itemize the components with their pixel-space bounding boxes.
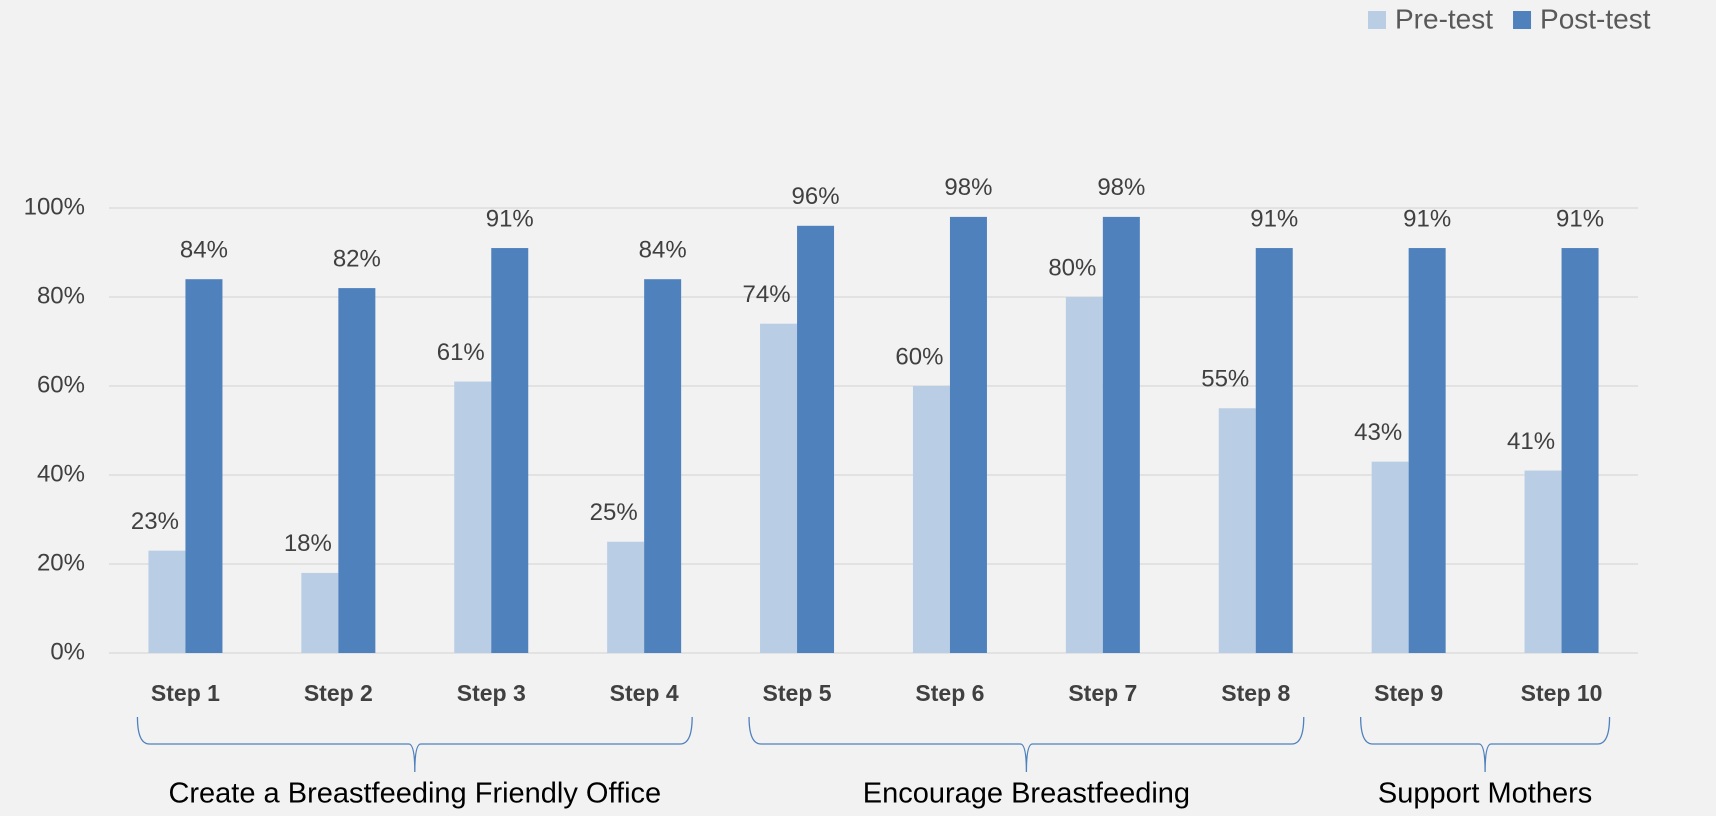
bar — [1371, 461, 1409, 653]
data-label: 61% — [437, 339, 485, 366]
data-label: 55% — [1201, 366, 1249, 393]
group-label: Support Mothers — [1378, 778, 1592, 810]
bar — [1065, 297, 1103, 653]
x-tick-label: Step 6 — [915, 680, 984, 706]
x-tick-label: Step 9 — [1374, 680, 1443, 706]
x-tick-label: Step 3 — [457, 680, 526, 706]
y-tick-label: 20% — [37, 549, 85, 576]
legend-swatch — [1368, 11, 1386, 29]
data-label: 41% — [1507, 428, 1555, 455]
y-tick-label: 60% — [37, 371, 85, 398]
data-label: 91% — [1250, 205, 1298, 232]
bar — [185, 279, 223, 653]
data-label: 84% — [639, 237, 687, 264]
data-label: 82% — [333, 245, 381, 272]
data-label: 80% — [1048, 254, 1096, 281]
data-label: 18% — [284, 530, 332, 557]
bar — [912, 386, 950, 653]
bar — [1255, 248, 1293, 654]
data-label: 98% — [1097, 174, 1145, 201]
bar — [644, 279, 682, 653]
data-label: 23% — [131, 508, 179, 535]
group-bracket — [748, 716, 1305, 773]
x-tick-label: Step 4 — [610, 680, 679, 706]
y-tick-label: 40% — [37, 460, 85, 487]
legend-label: Pre-test — [1395, 3, 1493, 34]
x-tick-label: Step 8 — [1221, 680, 1290, 706]
bar — [301, 572, 339, 653]
y-tick-label: 0% — [50, 638, 85, 665]
data-label: 84% — [180, 237, 228, 264]
data-label: 25% — [590, 499, 638, 526]
y-tick-label: 100% — [24, 193, 85, 220]
data-label: 74% — [743, 281, 791, 308]
group-label: Create a Breastfeeding Friendly Office — [168, 778, 661, 810]
bar — [607, 541, 645, 653]
bar — [454, 381, 492, 653]
bar — [949, 216, 987, 653]
group-bracket — [136, 716, 693, 773]
x-tick-label: Step 10 — [1521, 680, 1603, 706]
data-label: 98% — [944, 174, 992, 201]
bar — [1561, 248, 1599, 654]
bar — [148, 550, 186, 653]
group-bracket — [1360, 716, 1611, 773]
bar — [1408, 248, 1446, 654]
y-tick-label: 80% — [37, 282, 85, 309]
bar — [1102, 216, 1140, 653]
data-label: 91% — [486, 205, 534, 232]
x-tick-label: Step 5 — [763, 680, 832, 706]
data-label: 91% — [1403, 205, 1451, 232]
data-label: 91% — [1556, 205, 1604, 232]
x-tick-label: Step 1 — [151, 680, 220, 706]
bar — [760, 323, 798, 653]
data-label: 96% — [792, 183, 840, 210]
data-label: 60% — [895, 343, 943, 370]
legend-swatch — [1513, 11, 1532, 29]
bar — [1524, 470, 1562, 653]
bar — [797, 225, 835, 654]
x-tick-label: Step 2 — [304, 680, 373, 706]
bar — [338, 288, 376, 653]
legend-label: Post-test — [1540, 3, 1651, 34]
x-tick-label: Step 7 — [1068, 680, 1137, 706]
group-label: Encourage Breastfeeding — [863, 778, 1190, 810]
bar — [1218, 408, 1256, 653]
data-label: 43% — [1354, 419, 1402, 446]
bar — [491, 248, 529, 654]
